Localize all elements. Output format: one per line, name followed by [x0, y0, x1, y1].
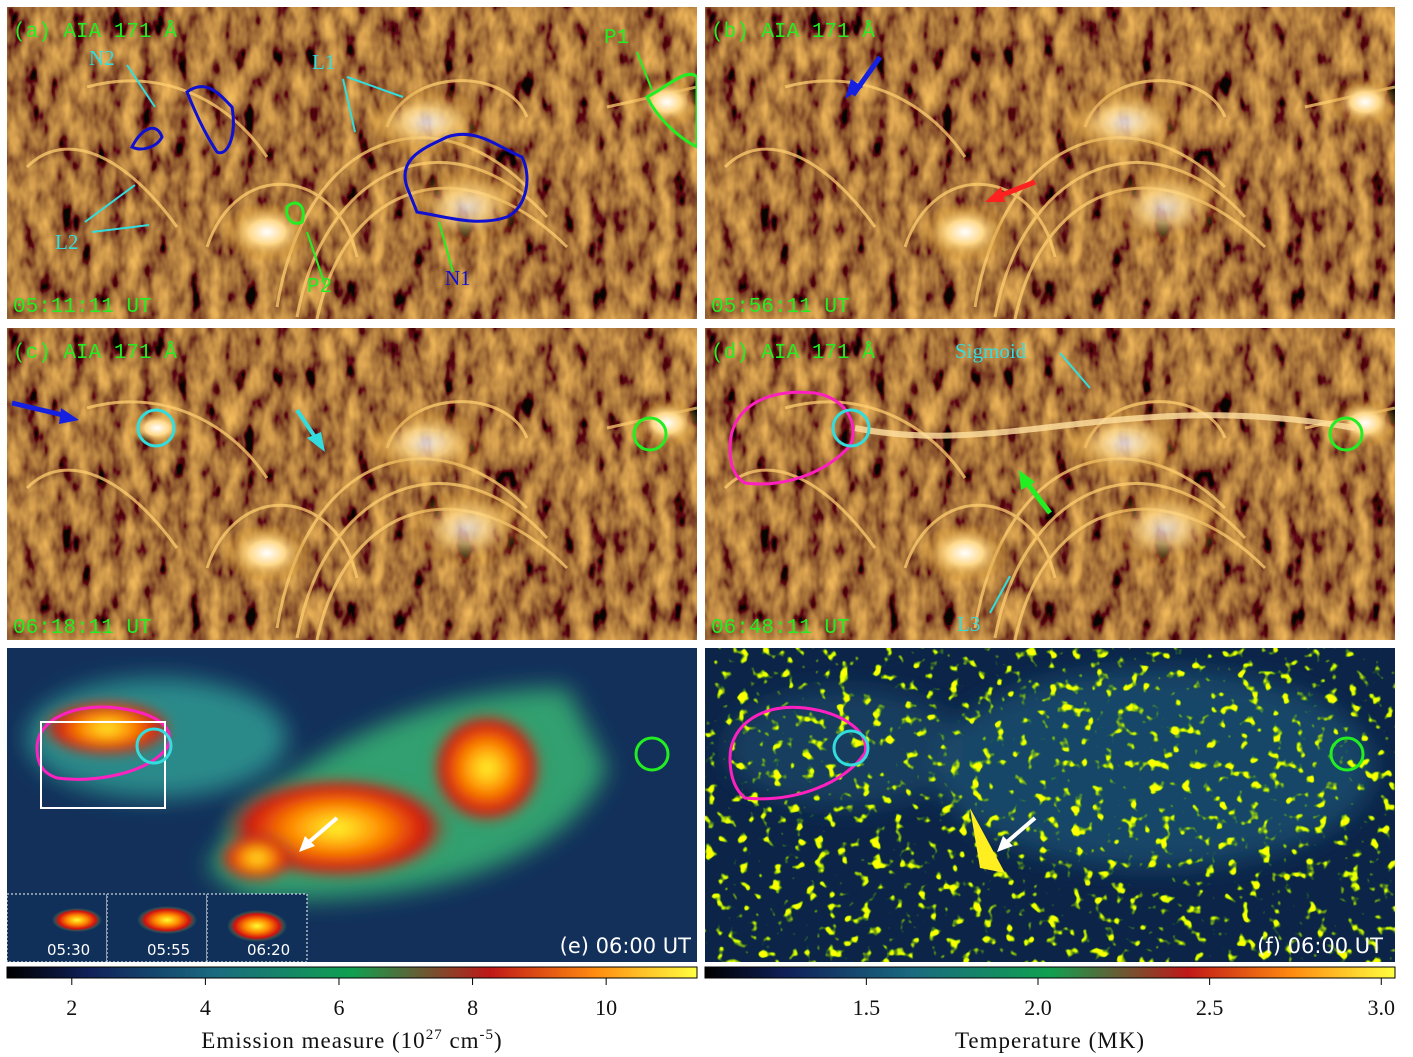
annotation: L1: [312, 50, 335, 74]
colorbar-title-part: cm: [443, 1028, 480, 1053]
colorbar-title: Temperature (MK): [955, 1028, 1145, 1053]
colorbar-tick-label: 2: [66, 995, 77, 1020]
colorbar-title-part: -5: [480, 1027, 495, 1043]
panel-label: (b) AIA 171 Å: [711, 21, 875, 44]
panel-label: (d) AIA 171 Å: [711, 342, 875, 365]
panel-d: (d) AIA 171 Å 06:48:11 UT Sigmoid L3: [705, 328, 1400, 640]
colorbar: [705, 967, 1395, 978]
panel-c: (c) AIA 171 Å 06:18:11 UT: [7, 328, 702, 640]
panel-label: (c) AIA 171 Å: [13, 342, 177, 365]
colorbar-tick-label: 10: [595, 995, 617, 1020]
colorbar-tick-label: 4: [200, 995, 211, 1020]
inset-time: 06:20: [247, 941, 290, 959]
annotation: L3: [957, 612, 980, 636]
panel-b: (b) AIA 171 Å 05:56:11 UT: [705, 7, 1400, 319]
annotation: P2: [307, 276, 332, 299]
panel-label: (a) AIA 171 Å: [13, 21, 177, 44]
inset-time: 05:55: [147, 941, 190, 959]
panel-a: (a) AIA 171 Å 05:11:11 UT N2 L1 P1 L2 P2…: [7, 7, 702, 319]
panel-time: 05:56:11 UT: [711, 296, 850, 319]
panel-label: (e) 06:00 UT: [560, 934, 692, 958]
colorbar: [7, 967, 697, 978]
annotation: Sigmoid: [955, 339, 1027, 363]
panel-f: (f) 06:00 UT: [705, 648, 1395, 962]
annotation: N1: [445, 266, 471, 290]
colorbar-tick-label: 2.5: [1196, 995, 1224, 1020]
colorbar-title-part: Temperature (MK): [955, 1028, 1145, 1053]
inset-time: 05:30: [47, 941, 90, 959]
annotation: P1: [604, 27, 629, 50]
colorbar-tick-label: 1.5: [853, 995, 881, 1020]
colorbar-title-part: 27: [426, 1027, 443, 1043]
panel-time: 06:18:11 UT: [13, 617, 152, 640]
colorbar-tick-label: 2.0: [1024, 995, 1052, 1020]
colorbar-tick-label: 8: [467, 995, 478, 1020]
panel-e: 05:30 05:55 06:20 (e) 06:00 UT: [7, 648, 697, 962]
annotation: L2: [55, 230, 78, 254]
panel-time: 05:11:11 UT: [13, 296, 152, 319]
colorbar-tick-label: 6: [333, 995, 344, 1020]
panel-label: (f) 06:00 UT: [1257, 934, 1383, 958]
colorbar-tick-label: 3.0: [1368, 995, 1396, 1020]
colorbar-axes: 2 4 6 8 10 Emission measure (1027 cm-5) 1.5 2.0…: [66, 978, 1395, 1053]
figure: (a) AIA 171 Å 05:11:11 UT N2 L1 P1 L2 P2…: [0, 0, 1413, 1057]
colorbar-title-part: ): [494, 1028, 503, 1053]
panel-time: 06:48:11 UT: [711, 617, 850, 640]
annotation: N2: [89, 46, 115, 70]
colorbar-title: Emission measure (1027 cm-5): [201, 1027, 502, 1053]
colorbar-title-part: Emission measure (10: [201, 1028, 425, 1053]
